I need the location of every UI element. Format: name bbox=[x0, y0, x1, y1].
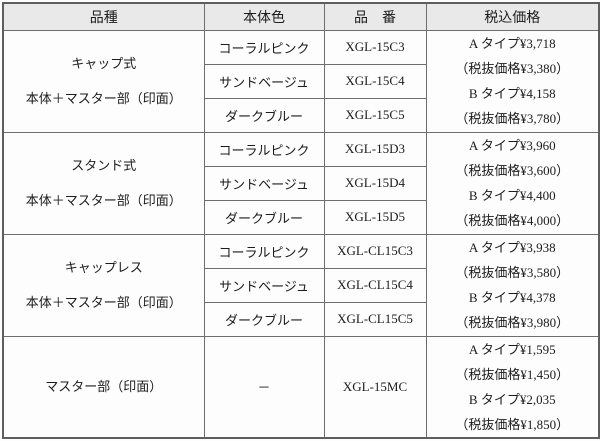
part-number-cell: XGL-CL15C4 bbox=[323, 267, 427, 303]
body-color-cell: ダークブルー bbox=[203, 301, 325, 337]
body-color-cell: コーラルピンク bbox=[203, 29, 325, 65]
body-color-cell: ダークブルー bbox=[203, 199, 325, 235]
product-type-line: 本体＋マスター部（印面） bbox=[25, 295, 182, 310]
table-row: キャップレス 本体＋マスター部（印面） コーラルピンク XGL-CL15C3 A… bbox=[2, 233, 600, 337]
product-type-line: スタンド式 bbox=[71, 158, 137, 173]
price-line: （税抜価格¥1,850） bbox=[455, 416, 570, 432]
body-color-cell: サンドベージュ bbox=[203, 267, 325, 303]
price-line: B タイプ¥4,158 bbox=[468, 86, 556, 101]
product-type-cell: マスター部（印面） bbox=[2, 335, 205, 439]
part-number-cell: XGL-15C4 bbox=[323, 63, 427, 99]
product-type-cell: キャップレス 本体＋マスター部（印面） bbox=[2, 233, 205, 337]
table-row: サンドベージュ XGL-CL15C4 bbox=[3, 267, 599, 303]
price-line: （税抜価格¥3,380） bbox=[455, 61, 570, 76]
part-number-cell: XGL-15C3 bbox=[323, 29, 427, 65]
price-line: （税抜価格¥3,600） bbox=[455, 163, 570, 178]
body-color-cell: コーラルピンク bbox=[203, 131, 325, 167]
price-line: （税抜価格¥4,000） bbox=[455, 213, 570, 228]
price-cell: A タイプ¥3,718 （税抜価格¥3,380） B タイプ¥4,158 （税抜… bbox=[425, 29, 600, 133]
header-part-number: 品 番 bbox=[323, 2, 427, 31]
price-cell: A タイプ¥1,595 （税抜価格¥1,450） B タイプ¥2,035 （税抜… bbox=[425, 335, 600, 439]
product-type-line: キャップレス bbox=[64, 260, 143, 275]
table-row: ダークブルー XGL-15C5 bbox=[3, 97, 599, 133]
header-product-type: 品種 bbox=[2, 2, 205, 31]
product-type-line: 本体＋マスター部（印面） bbox=[25, 193, 182, 208]
price-line: B タイプ¥4,400 bbox=[468, 188, 556, 203]
body-color-cell: ダークブルー bbox=[203, 97, 325, 133]
part-number-cell: XGL-15C5 bbox=[323, 97, 427, 133]
price-line: A タイプ¥3,938 bbox=[468, 240, 556, 255]
part-number-cell: XGL-15D5 bbox=[323, 199, 427, 235]
price-line: B タイプ¥2,035 bbox=[468, 391, 556, 407]
body-color-cell: － bbox=[203, 335, 325, 439]
part-number-cell: XGL-15MC bbox=[323, 335, 427, 439]
part-number-cell: XGL-CL15C3 bbox=[323, 233, 427, 269]
table-row: ダークブルー XGL-CL15C5 bbox=[3, 301, 599, 337]
table-row: マスター部（印面） － XGL-15MC A タイプ¥1,595 （税抜価格¥1… bbox=[2, 335, 600, 439]
table-row: サンドベージュ XGL-15C4 bbox=[3, 63, 599, 99]
body-color-cell: コーラルピンク bbox=[203, 233, 325, 269]
price-line: A タイプ¥1,595 bbox=[468, 341, 556, 357]
header-price: 税込価格 bbox=[425, 2, 600, 31]
part-number-cell: XGL-15D4 bbox=[323, 165, 427, 201]
price-cell: A タイプ¥3,938 （税抜価格¥3,580） B タイプ¥4,378 （税抜… bbox=[425, 233, 600, 337]
header-body-color: 本体色 bbox=[203, 2, 325, 31]
price-line: B タイプ¥4,378 bbox=[468, 290, 556, 305]
table-row: サンドベージュ XGL-15D4 bbox=[3, 165, 599, 201]
price-cell: A タイプ¥3,960 （税抜価格¥3,600） B タイプ¥4,400 （税抜… bbox=[425, 131, 600, 235]
price-line: （税抜価格¥3,780） bbox=[455, 111, 570, 126]
table-row: ダークブルー XGL-15D5 bbox=[3, 199, 599, 235]
part-number-cell: XGL-15D3 bbox=[323, 131, 427, 167]
body-color-cell: サンドベージュ bbox=[203, 63, 325, 99]
product-type-line: 本体＋マスター部（印面） bbox=[25, 91, 182, 106]
product-type-line: キャップ式 bbox=[71, 56, 137, 71]
table-row: スタンド式 本体＋マスター部（印面） コーラルピンク XGL-15D3 A タイ… bbox=[2, 131, 600, 235]
price-line: （税抜価格¥1,450） bbox=[455, 366, 570, 382]
price-line: （税抜価格¥3,980） bbox=[455, 315, 570, 330]
price-line: A タイプ¥3,960 bbox=[468, 138, 556, 153]
body-color-cell: サンドベージュ bbox=[203, 165, 325, 201]
price-line: A タイプ¥3,718 bbox=[468, 36, 556, 51]
header-row: 品種 本体色 品 番 税込価格 bbox=[2, 2, 600, 31]
product-type-cell: キャップ式 本体＋マスター部（印面） bbox=[2, 29, 205, 133]
table-row: キャップ式 本体＋マスター部（印面） コーラルピンク XGL-15C3 A タイ… bbox=[2, 29, 600, 133]
part-number-cell: XGL-CL15C5 bbox=[323, 301, 427, 337]
price-line: （税抜価格¥3,580） bbox=[455, 265, 570, 280]
product-type-cell: スタンド式 本体＋マスター部（印面） bbox=[2, 131, 205, 235]
product-type-line: マスター部（印面） bbox=[45, 379, 163, 395]
